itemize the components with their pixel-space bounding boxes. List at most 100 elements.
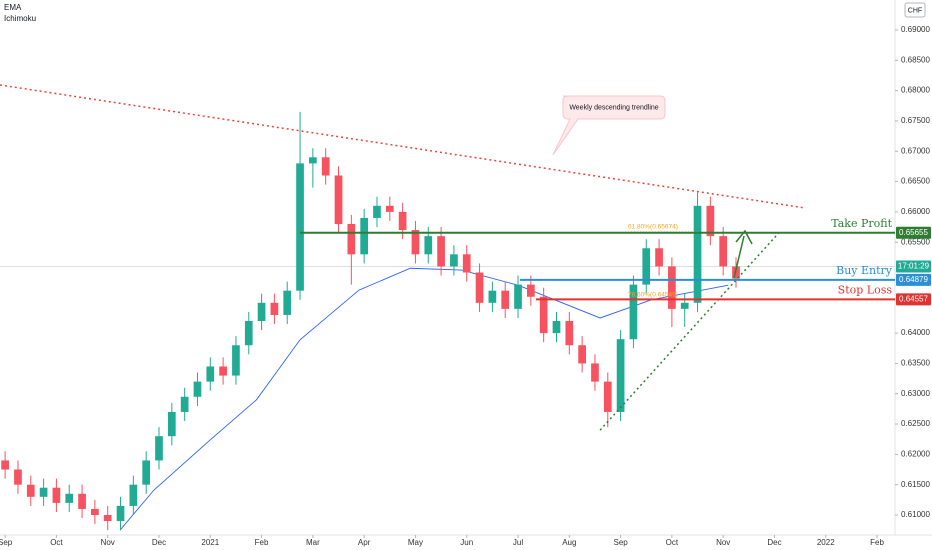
candle-body [155,436,163,461]
candle-body [321,157,330,176]
candle-body [411,230,420,255]
y-tick-label: 0.67000 [901,146,930,155]
callout-box [552,95,666,156]
x-tick-label: Dec [152,538,166,547]
price-label-box [896,293,931,306]
x-tick-label: Apr [358,538,371,547]
candle-body [398,211,407,231]
price-label: 0.64557 [899,294,928,303]
x-tick-label: Nov [716,538,730,547]
candle-body [475,272,484,303]
x-tick-label: Feb [870,538,884,547]
candle-body [360,217,369,255]
plot-layer: 0.61000 0.61500 0.62000 0.62500 0.63000 0.635… [0,25,931,547]
candle-body [488,290,497,303]
candle-body [14,469,22,485]
x-tick-label: May [408,538,423,547]
candle-body [603,381,612,412]
candle-body [270,302,279,315]
level-label: Buy Entry [836,264,893,277]
candle-body [693,205,702,303]
x-tick-label: Jun [460,538,473,547]
candle-body [296,163,304,291]
candle-body [129,484,138,506]
candle-body [193,381,202,397]
y-tick-label: 0.67500 [901,116,930,125]
candle-body [668,266,676,309]
candle-body [706,205,715,237]
candle-body [514,284,522,309]
candle-body [539,296,548,334]
candle-body [565,321,574,346]
y-tick-label: 0.62500 [901,419,930,428]
x-tick-label: Dec [767,538,781,547]
candle-body [578,345,586,364]
candle-body [616,339,625,412]
y-tick-label: 0.66000 [901,207,930,216]
candle-body [142,460,151,485]
candle-body [719,236,728,267]
candle-body [373,205,381,218]
target-arrow [733,229,753,279]
candle-body [526,284,535,297]
y-tick-label: 0.64000 [901,328,930,337]
y-tick-label: 0.66500 [901,177,930,186]
countdown: 17:01:29 [898,262,930,271]
x-tick-label: 2021 [201,538,219,547]
y-tick-label: 0.61500 [901,480,930,489]
currency-box[interactable] [904,2,926,18]
x-tick-label: Oct [50,538,63,547]
x-tick-label: Nov [101,538,115,547]
indicator-label: EMA [4,3,22,12]
candle-body [334,175,343,225]
candle-body [680,302,689,309]
callout-text: Weekly descending trendline [569,104,658,111]
callout: Weekly descending trendline [552,95,666,156]
fib-label: 61.80%(0.65674) [628,223,678,230]
candle-body [116,505,125,522]
candle-body [309,157,317,164]
indicator-label: Ichimoku [4,14,36,23]
y-tick-label: 0.63000 [901,389,930,398]
candle-body [385,205,394,212]
price-label: 0.65655 [899,228,928,237]
y-tick-label: 0.61000 [901,510,930,519]
candle-body [283,290,292,315]
candle-body [180,396,189,412]
x-tick-label: Aug [562,538,576,547]
level-label: Stop Loss [838,283,893,296]
candle-body [244,321,253,346]
x-tick-label: Sep [0,538,13,547]
candle-body [91,508,99,515]
candle-body [39,487,48,497]
candle-body [437,236,445,267]
arrow-head [735,229,753,245]
candle-body [78,493,86,509]
x-tick-label: Feb [255,538,269,547]
candle-body [642,248,651,285]
candle-body [347,224,356,255]
candle-body [591,363,599,382]
price-label-box [896,226,931,239]
currency[interactable]: CHF [908,7,922,14]
candle-body [629,284,638,340]
candle-body [103,514,112,522]
descending-trendline [0,84,806,209]
candle-body [219,366,227,376]
candle-body [1,460,9,470]
fib-label: 78.60%(0.64549) [628,292,678,299]
candle-body [462,254,471,273]
y-tick-label: 0.62000 [901,449,930,458]
candle-body [65,493,74,503]
candle-body [450,254,458,267]
arrow-shaft [733,235,745,279]
x-tick-label: Oct [666,538,679,547]
candle-body [26,484,35,497]
candle-body [52,487,61,503]
x-tick-label: Jul [513,538,523,547]
x-tick-label: Sep [613,538,628,547]
y-tick-label: 0.63500 [901,359,930,368]
